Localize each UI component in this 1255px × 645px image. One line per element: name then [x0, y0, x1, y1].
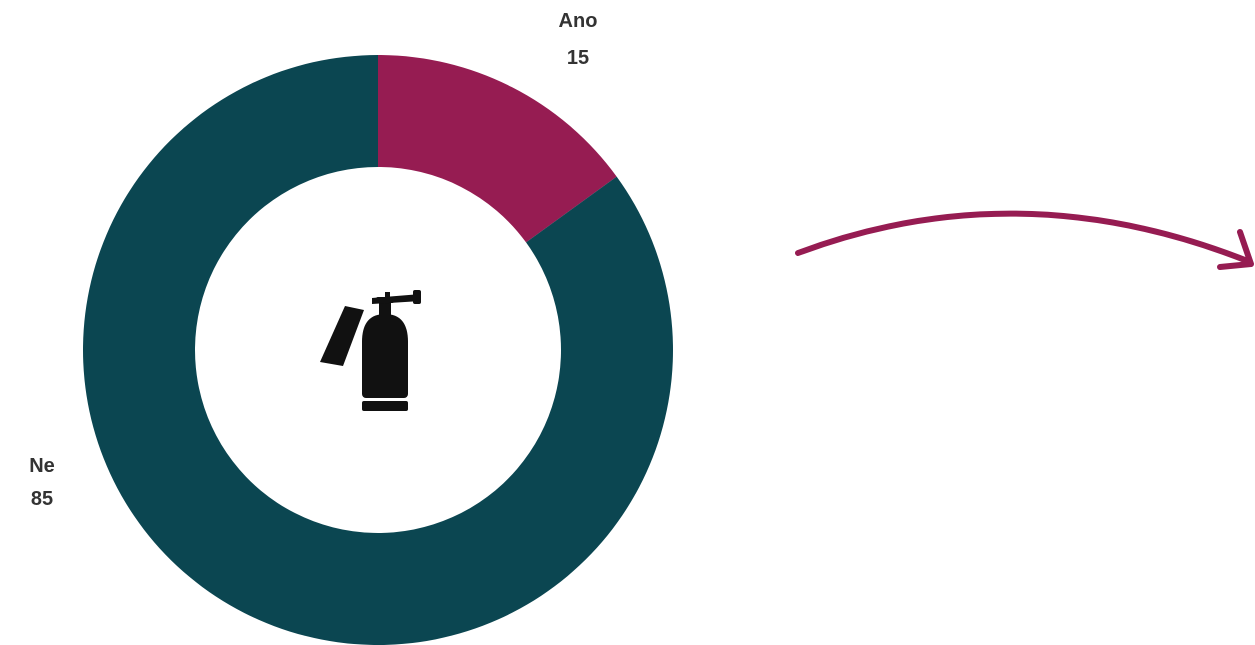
fire-extinguisher-icon — [320, 290, 421, 411]
donut-chart: Ano 15 Ne 85 — [29, 10, 674, 645]
slice-label-ano: Ano — [559, 10, 598, 32]
donut-slices — [83, 55, 674, 645]
donut-slice-ano — [378, 55, 617, 243]
slice-label-ne: Ne — [29, 455, 55, 477]
donut-slice-ne — [83, 55, 674, 645]
curved-arrow-right-icon — [795, 210, 1254, 270]
slice-value-ne: 85 — [31, 488, 53, 510]
donut-labels: Ano 15 Ne 85 — [29, 10, 597, 510]
slice-value-ano: 15 — [567, 47, 589, 69]
